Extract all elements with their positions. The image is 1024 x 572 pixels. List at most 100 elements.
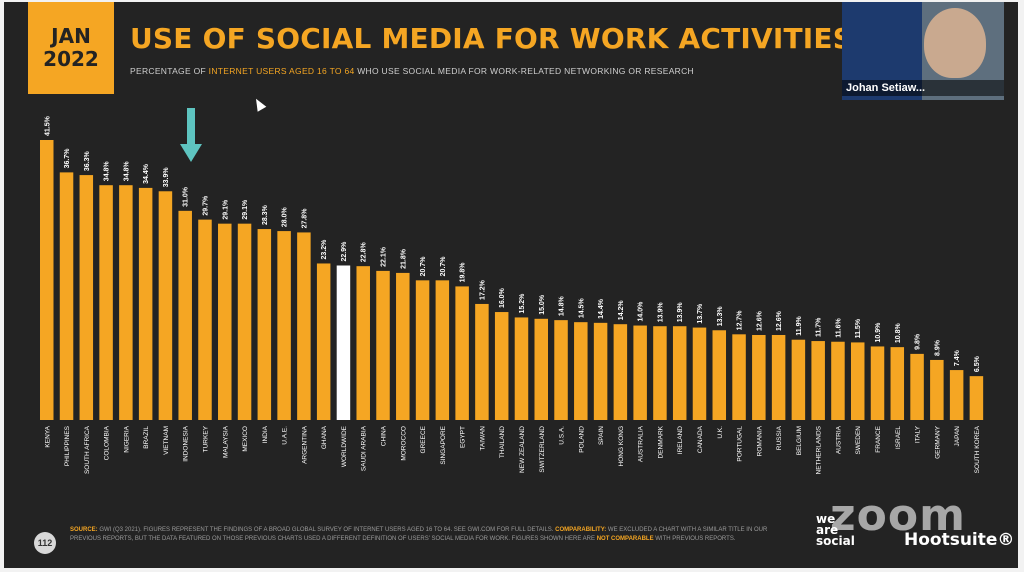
value-label: 23.2%	[321, 239, 328, 260]
category-label: COLOMBIA	[104, 425, 111, 460]
video-thumbnail[interactable]: Johan Setiaw...	[842, 2, 1004, 100]
category-label: INDIA	[262, 425, 269, 443]
category-label: U.A.E.	[282, 426, 289, 445]
participant-avatar	[924, 8, 986, 78]
bar-portugal	[732, 334, 746, 420]
value-label: 11.5%	[855, 318, 862, 338]
category-label: WORLDWIDE	[341, 425, 348, 467]
category-label: AUSTRIA	[835, 425, 842, 454]
bar-argentina	[297, 232, 311, 420]
bar-japan	[949, 370, 964, 420]
slide: JAN 2022 USE OF SOCIAL MEDIA FOR WORK AC…	[4, 2, 1018, 568]
value-label: 15.0%	[539, 294, 546, 315]
category-label: VIETNAM	[163, 426, 170, 455]
chart-title: USE OF SOCIAL MEDIA FOR WORK ACTIVITIES	[130, 22, 854, 55]
source-label: SOURCE:	[70, 527, 98, 533]
bar-vietnam	[158, 191, 173, 420]
bar-philippines	[59, 172, 74, 420]
bar-taiwan	[475, 303, 489, 420]
bar-chart: 41.5% KENYA 36.7% PHILIPPINES 36.3% SOUTH AFR…	[40, 115, 984, 474]
category-label: POLAND	[578, 426, 585, 453]
bar-israel	[890, 347, 905, 420]
category-label: EGYPT	[460, 426, 467, 448]
value-label: 11.9%	[796, 315, 803, 335]
hootsuite-logo: Hootsuite®	[904, 530, 1015, 550]
category-label: TAIWAN	[479, 426, 486, 451]
bar-italy	[910, 353, 924, 420]
value-label: 13.9%	[677, 302, 684, 323]
category-label: SOUTH AFRICA	[84, 425, 91, 474]
was-line-2: are	[816, 523, 839, 537]
down-arrow-icon	[180, 108, 202, 162]
category-label: NETHERLANDS	[816, 425, 823, 474]
bar-switzerland	[534, 318, 548, 420]
value-label: 9.8%	[915, 333, 922, 350]
value-label: 29.7%	[202, 195, 209, 216]
category-label: SWITZERLAND	[539, 426, 546, 473]
bar-u-a-e-	[277, 231, 291, 420]
category-label: MOROCCO	[400, 426, 407, 461]
value-label: 29.1%	[222, 199, 229, 220]
category-label: ROMANIA	[756, 425, 763, 456]
was-line-3: social	[816, 534, 855, 548]
value-label: 34.4%	[143, 163, 150, 184]
bar-nigeria	[119, 185, 133, 420]
category-label: IRELAND	[677, 426, 684, 454]
value-label: 16.0%	[499, 287, 506, 308]
value-label: 8.9%	[934, 339, 941, 356]
bar-south-africa	[79, 175, 94, 420]
bar-netherlands	[811, 341, 825, 420]
bar-indonesia	[178, 210, 192, 420]
category-label: SPAIN	[598, 426, 605, 445]
subtitle-pre: PERCENTAGE OF	[130, 66, 209, 76]
bar-malaysia	[218, 223, 232, 420]
value-label: 41.5%	[44, 115, 51, 136]
bar-u-k-	[712, 330, 727, 420]
bar-south-korea	[969, 376, 984, 420]
category-label: ITALY	[915, 425, 922, 443]
value-label: 14.2%	[618, 300, 625, 321]
footer-tail: WITH PREVIOUS REPORTS.	[655, 536, 736, 542]
value-label: 13.3%	[717, 306, 724, 327]
badge-year: 2022	[43, 47, 99, 71]
category-label: THAILAND	[499, 426, 506, 458]
bar-u-s-a-	[554, 320, 568, 420]
category-label: SOUTH KOREA	[974, 425, 981, 473]
bar-colombia	[99, 185, 113, 420]
category-label: ISRAEL	[895, 426, 902, 450]
bar-canada	[692, 327, 707, 420]
category-label: MALAYSIA	[222, 425, 229, 458]
value-label: 10.8%	[895, 323, 902, 344]
value-label: 11.7%	[816, 317, 823, 337]
category-label: JAPAN	[954, 426, 961, 447]
category-label: PHILIPPINES	[64, 425, 71, 466]
bar-hong-kong	[613, 324, 628, 420]
bar-germany	[930, 359, 944, 420]
category-label: GERMANY	[934, 425, 941, 459]
category-label: KENYA	[44, 425, 51, 447]
bar-ireland	[672, 326, 687, 420]
bar-india	[257, 229, 272, 420]
zoom-watermark: zoom	[830, 490, 966, 541]
value-label: 36.7%	[64, 148, 71, 169]
bar-sweden	[850, 342, 865, 420]
value-label: 14.4%	[598, 298, 605, 319]
value-label: 19.8%	[460, 262, 467, 283]
category-label: GHANA	[321, 425, 328, 449]
value-label: 27.8%	[301, 208, 308, 229]
page-number: 112	[34, 532, 56, 554]
category-label: ARGENTINA	[301, 425, 308, 464]
bar-denmark	[653, 326, 667, 420]
value-label: 20.7%	[420, 256, 427, 277]
category-label: MEXICO	[242, 426, 249, 452]
bar-new-zealand	[514, 317, 529, 420]
value-label: 36.3%	[84, 150, 91, 171]
category-label: NIGERIA	[123, 425, 130, 452]
value-label: 34.8%	[104, 161, 111, 182]
value-label: 20.7%	[440, 256, 447, 277]
category-label: NEW ZEALAND	[519, 426, 526, 473]
value-label: 13.7%	[697, 303, 704, 324]
bar-egypt	[455, 286, 469, 420]
category-label: FRANCE	[875, 425, 882, 452]
value-label: 6.5%	[974, 355, 981, 372]
